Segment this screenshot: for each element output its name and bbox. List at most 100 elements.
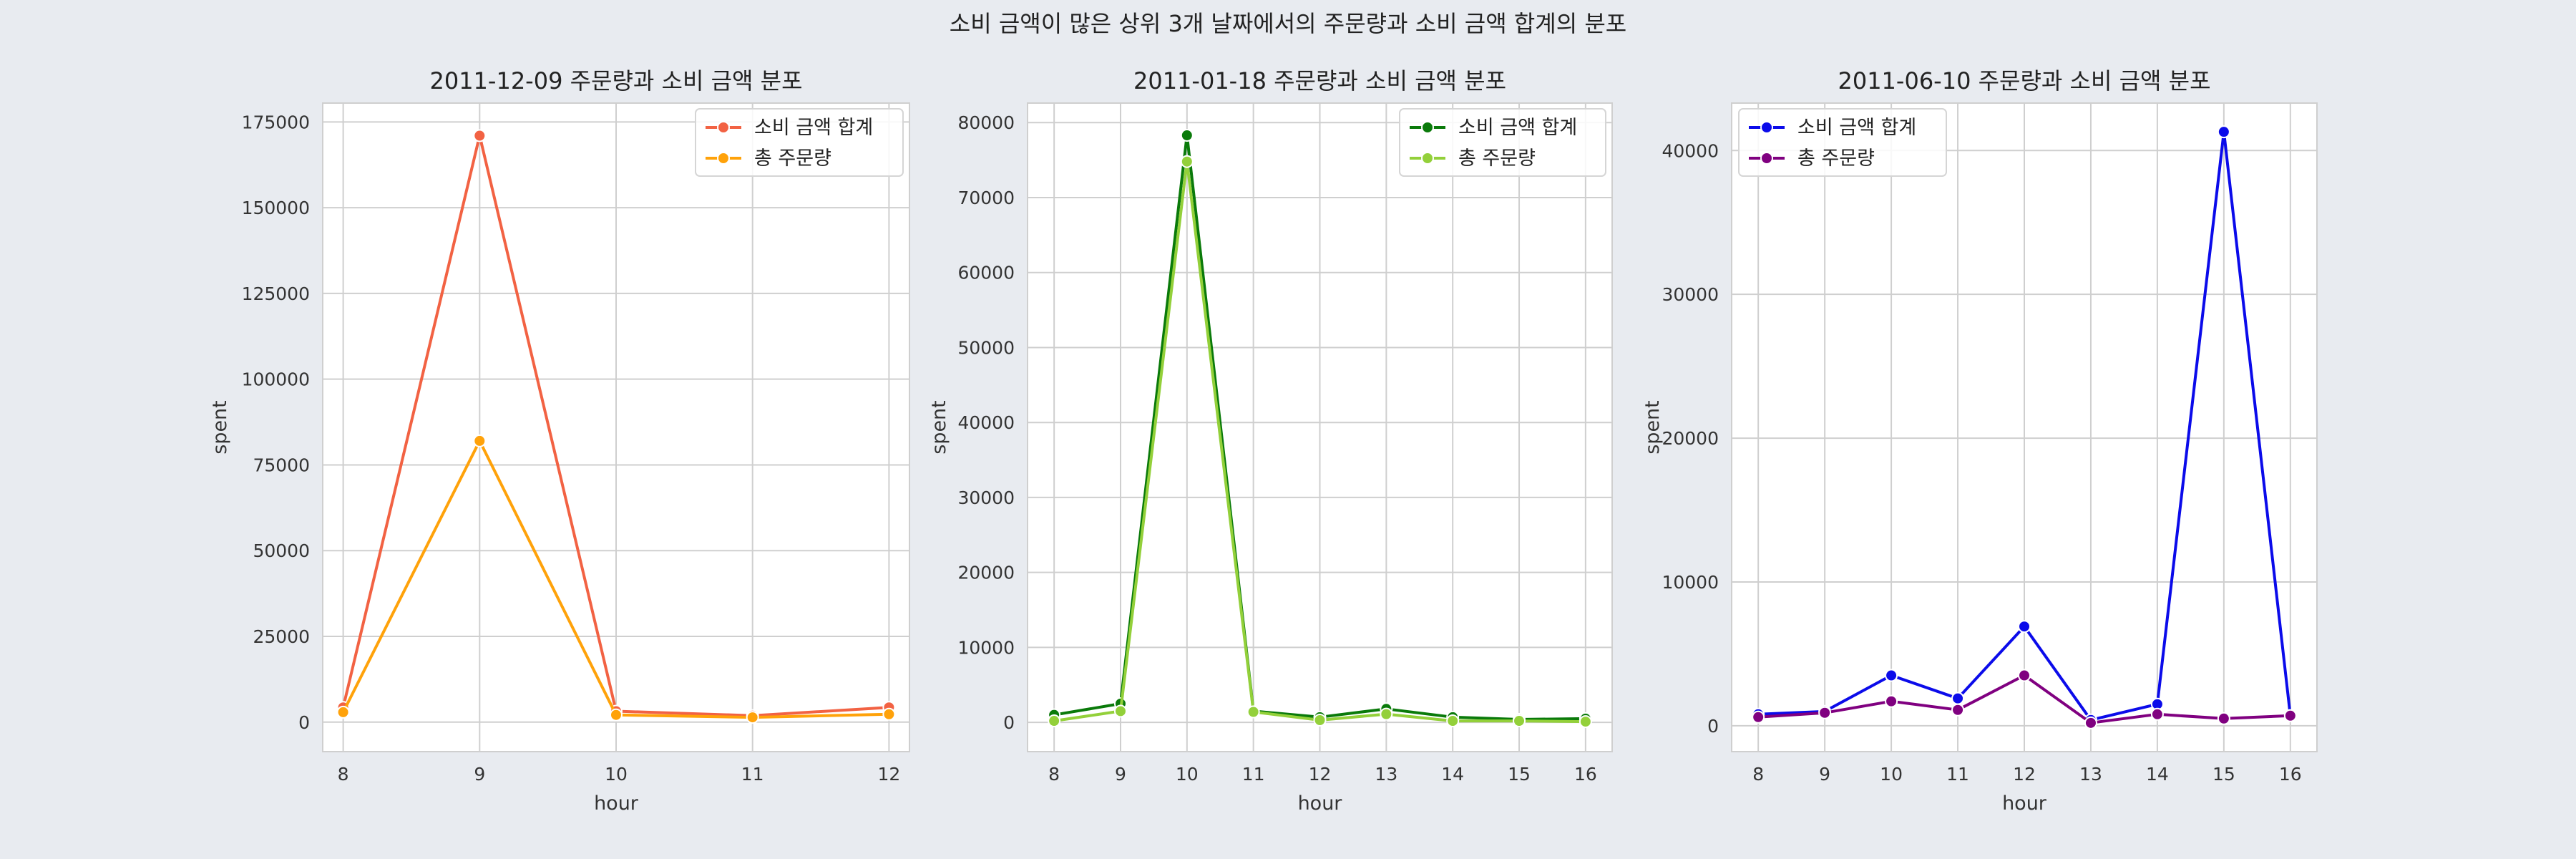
subplot-1: 8 9 10 11 12 0 25000 50000 75000 100000 125000 1500… xyxy=(209,67,909,815)
x-tick-label: 12 xyxy=(877,764,900,785)
panels: 8 9 10 11 1202500050000750001000001250001500… xyxy=(209,67,2317,815)
x-axis-label: hour xyxy=(2002,792,2047,815)
y-tick-label: 40000 xyxy=(1662,140,1719,161)
x-tick-label: 16 xyxy=(1574,764,1597,785)
legend-label: 총 주문량 xyxy=(1458,147,1536,170)
figure-title: 소비 금액이 많은 상위 3개 날짜에서의 주문량과 소비 금액 합계의 분포 xyxy=(950,10,1626,37)
data-point xyxy=(2152,709,2163,720)
x-tick-label: 8 xyxy=(1048,764,1060,785)
data-point xyxy=(1952,704,1963,716)
x-axis-label: hour xyxy=(1298,792,1343,815)
y-tick-label: 0 xyxy=(298,712,310,733)
legend-label: 총 주문량 xyxy=(754,147,831,170)
legend-swatch-marker xyxy=(1422,122,1433,133)
x-tick-label: 9 xyxy=(1115,764,1126,785)
legend: 소비 금액 합계총 주문량 xyxy=(1400,109,1606,176)
subplot-3: 8 9 10 11 12 13 14 15 16 0 10000 20000 30000 40000 201… xyxy=(1641,67,2317,815)
x-tick-label: 8 xyxy=(1752,764,1764,785)
x-tick-label: 10 xyxy=(1880,764,1903,785)
y-tick-label: 20000 xyxy=(1662,428,1719,449)
legend-swatch-marker xyxy=(1422,152,1433,164)
data-point xyxy=(1181,156,1193,168)
y-tick-label: 25000 xyxy=(253,626,310,647)
x-tick-label: 13 xyxy=(1375,764,1397,785)
data-point xyxy=(1380,709,1392,720)
data-point xyxy=(2085,717,2097,729)
y-tick-label: 125000 xyxy=(242,283,310,304)
y-tick-label: 80000 xyxy=(957,112,1015,133)
data-point xyxy=(1885,670,1897,681)
legend: 소비 금액 합계총 주문량 xyxy=(1739,109,1946,176)
x-tick-label: 15 xyxy=(2212,764,2235,785)
legend-label: 총 주문량 xyxy=(1797,147,1875,170)
legend-label: 소비 금액 합계 xyxy=(754,117,873,139)
y-tick-label: 60000 xyxy=(957,263,1015,283)
legend-swatch-marker xyxy=(1761,122,1772,133)
y-tick-label: 10000 xyxy=(1662,572,1719,593)
x-tick-label: 11 xyxy=(741,764,764,785)
x-tick-label: 8 xyxy=(338,764,349,785)
y-tick-label: 50000 xyxy=(253,540,310,561)
x-tick-label: 9 xyxy=(474,764,485,785)
y-axis-label: spent xyxy=(209,400,231,455)
data-point xyxy=(1513,715,1525,727)
subplot-title: 2011-06-10 주문량과 소비 금액 분포 xyxy=(1838,67,2210,94)
data-point xyxy=(474,435,485,447)
x-tick-label: 14 xyxy=(1441,764,1464,785)
data-point xyxy=(2019,670,2030,681)
y-tick-label: 40000 xyxy=(957,412,1015,433)
x-tick-label: 11 xyxy=(1242,764,1265,785)
y-tick-label: 75000 xyxy=(253,455,310,475)
y-tick-label: 10000 xyxy=(957,637,1015,658)
y-tick-label: 150000 xyxy=(242,198,310,218)
subplot-title: 2011-12-09 주문량과 소비 금액 분포 xyxy=(429,67,802,94)
x-tick-label: 12 xyxy=(2013,764,2036,785)
data-point xyxy=(1314,714,1326,726)
y-tick-label: 100000 xyxy=(242,369,310,390)
y-tick-label: 30000 xyxy=(1662,284,1719,305)
data-point xyxy=(338,707,349,718)
y-tick-label: 70000 xyxy=(957,188,1015,208)
data-point xyxy=(2218,126,2230,137)
data-point xyxy=(1952,693,1963,704)
x-tick-label: 16 xyxy=(2279,764,2302,785)
data-point xyxy=(2019,621,2030,632)
legend: 소비 금액 합계총 주문량 xyxy=(696,109,903,176)
x-tick-label: 13 xyxy=(2079,764,2102,785)
data-point xyxy=(1580,716,1591,727)
legend-label: 소비 금액 합계 xyxy=(1797,117,1916,139)
subplot-title: 2011-01-18 주문량과 소비 금액 분포 xyxy=(1133,67,1506,94)
data-point xyxy=(2218,713,2230,724)
data-point xyxy=(1048,715,1060,727)
y-tick-label: 0 xyxy=(1003,712,1015,733)
data-point xyxy=(883,709,894,720)
data-point xyxy=(1248,706,1259,717)
data-point xyxy=(1181,130,1193,141)
data-point xyxy=(1447,715,1458,727)
data-point xyxy=(1752,712,1764,723)
y-tick-label: 30000 xyxy=(957,487,1015,508)
x-tick-label: 9 xyxy=(1819,764,1830,785)
data-point xyxy=(1115,705,1126,717)
legend-label: 소비 금액 합계 xyxy=(1458,117,1577,139)
data-point xyxy=(747,712,758,723)
y-axis-label: spent xyxy=(928,400,950,455)
data-point xyxy=(474,130,485,142)
y-tick-label: 50000 xyxy=(957,337,1015,358)
y-tick-label: 175000 xyxy=(242,112,310,132)
x-tick-label: 12 xyxy=(1309,764,1332,785)
y-tick-label: 0 xyxy=(1707,716,1719,737)
x-tick-label: 10 xyxy=(605,764,628,785)
subplot-2: 8 9 10 11 12 13 14 15 16 0 10000 20000 30000 40000 500… xyxy=(928,67,1612,815)
x-tick-label: 14 xyxy=(2146,764,2169,785)
legend-swatch-marker xyxy=(718,122,729,133)
x-tick-label: 11 xyxy=(1946,764,1969,785)
x-tick-label: 15 xyxy=(1508,764,1531,785)
data-point xyxy=(1885,696,1897,707)
legend-swatch-marker xyxy=(718,152,729,164)
legend-swatch-marker xyxy=(1761,152,1772,164)
x-tick-label: 10 xyxy=(1176,764,1199,785)
data-point xyxy=(1819,707,1830,719)
